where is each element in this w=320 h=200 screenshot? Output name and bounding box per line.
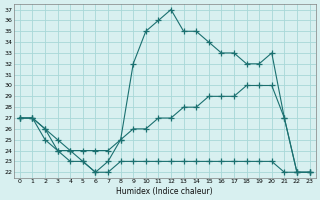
X-axis label: Humidex (Indice chaleur): Humidex (Indice chaleur) (116, 187, 213, 196)
